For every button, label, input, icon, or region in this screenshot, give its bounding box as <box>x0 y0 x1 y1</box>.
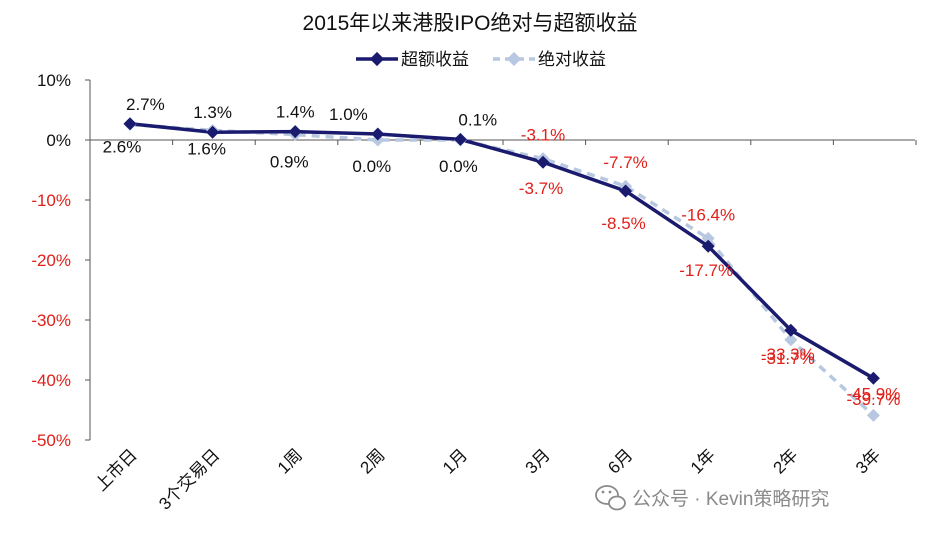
data-label-excess: 1.3% <box>193 103 232 122</box>
marker-excess <box>866 371 880 385</box>
y-tick-label: -10% <box>31 191 71 210</box>
marker-excess <box>784 323 798 337</box>
data-label-absolute: 0.0% <box>352 157 391 176</box>
data-label-excess: -39.7% <box>846 390 900 409</box>
data-labels: 2.7% 1.3% 1.4% 1.0% 0.1% -3.7% -8.5% -17.7% -31.… <box>103 95 901 409</box>
marker-absolute <box>866 408 880 422</box>
y-tick-label: -20% <box>31 251 71 270</box>
data-label-excess: -8.5% <box>601 214 645 233</box>
watermark-text: 公众号 · Kevin策略研究 <box>632 488 829 510</box>
data-label-excess: 0.1% <box>458 110 497 129</box>
chart-title: 2015年以来港股IPO绝对与超额收益 <box>303 12 638 35</box>
legend-marker-absolute <box>506 51 522 67</box>
marker-excess <box>288 125 302 139</box>
y-tick-label: -40% <box>31 371 71 390</box>
y-tick-label: 0% <box>46 131 71 150</box>
data-label-absolute: -7.7% <box>603 153 647 172</box>
data-label-absolute: -33.3% <box>761 345 815 364</box>
data-label-absolute: -45.9% <box>846 384 900 403</box>
marker-excess <box>206 125 220 139</box>
series-lines <box>129 122 875 417</box>
x-tick-label: 3年 <box>852 445 884 477</box>
data-label-absolute: 1.6% <box>187 139 226 158</box>
data-label-excess: 2.7% <box>126 95 165 114</box>
marker-excess <box>371 127 385 141</box>
x-tick-label: 3个交易日 <box>155 445 223 513</box>
x-tick-label: 2年 <box>769 445 801 477</box>
data-label-absolute: 0.9% <box>270 153 309 172</box>
data-label-excess: -17.7% <box>679 261 733 280</box>
x-tick-label: 6月 <box>604 445 636 477</box>
data-label-excess: 1.4% <box>276 103 315 122</box>
marker-excess <box>619 184 633 198</box>
legend-marker-excess <box>369 51 385 67</box>
watermark: 公众号 · Kevin策略研究 <box>595 485 829 511</box>
data-label-absolute: 2.6% <box>103 137 142 156</box>
marker-excess <box>453 132 467 146</box>
marker-excess <box>536 155 550 169</box>
marker-absolute <box>701 231 715 245</box>
y-tick-label: 10% <box>37 71 71 90</box>
data-label-excess: -3.7% <box>519 179 563 198</box>
marker-absolute <box>784 333 798 347</box>
series-line-excess <box>129 122 875 380</box>
marker-excess <box>701 239 715 253</box>
series-line-absolute <box>129 122 875 417</box>
marker-excess <box>123 117 137 131</box>
x-tick-label: 上市日 <box>91 445 140 494</box>
data-label-absolute: -3.1% <box>521 126 565 145</box>
series-markers <box>123 117 880 422</box>
y-ticks: 10% 0% -10% -20% -30% -40% -50% <box>31 71 90 450</box>
legend: 超额收益 绝对收益 <box>356 50 606 69</box>
x-tick-label: 1年 <box>687 445 719 477</box>
data-label-absolute: 0.0% <box>439 157 478 176</box>
data-label-absolute: -16.4% <box>681 205 735 224</box>
y-tick-label: -50% <box>31 431 71 450</box>
wechat-icon <box>595 485 626 511</box>
x-tick-label: 2周 <box>356 445 388 477</box>
legend-label-absolute: 绝对收益 <box>538 50 606 69</box>
data-label-excess: -31.7% <box>761 349 815 368</box>
data-label-excess: 1.0% <box>329 105 368 124</box>
legend-label-excess: 超额收益 <box>401 50 469 69</box>
x-tick-label: 3月 <box>522 445 554 477</box>
x-tick-label: 1月 <box>439 445 471 477</box>
x-tick-label: 1周 <box>274 445 306 477</box>
y-tick-label: -30% <box>31 311 71 330</box>
